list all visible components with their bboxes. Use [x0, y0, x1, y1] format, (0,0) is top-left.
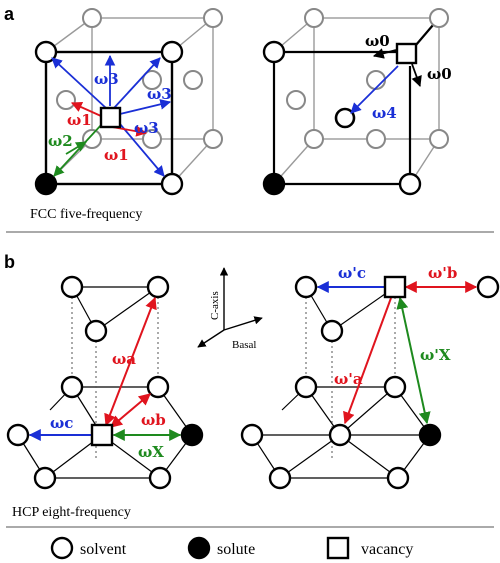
label-w3-lower: ω3 — [134, 119, 159, 137]
label-wb-prime: ω'b — [428, 264, 457, 282]
label-w1-lower: ω1 — [104, 146, 129, 164]
panel-a-letter: a — [4, 4, 15, 24]
panel-a-caption: FCC five-frequency — [30, 207, 142, 222]
label-w0-top: ω0 — [365, 32, 390, 50]
axes-glyph — [197, 267, 263, 348]
label-wc-prime: ω'c — [338, 264, 366, 282]
fcc-jumps-right — [350, 48, 422, 114]
label-wx: ωX — [138, 443, 164, 461]
panel-a: a — [4, 4, 494, 233]
vacancy-left — [99, 106, 122, 129]
vacancy-hcp-left — [90, 423, 114, 447]
label-wx-prime: ω'X — [420, 346, 451, 364]
fcc-jumps-left — [51, 54, 172, 177]
legend-solute-label: solute — [217, 541, 255, 558]
panel-b-caption: HCP eight-frequency — [12, 505, 131, 520]
label-w3-right: ω3 — [147, 85, 172, 103]
hcp-jumps-left — [28, 296, 182, 441]
hcp-left — [6, 275, 204, 490]
label-w4: ω4 — [372, 104, 397, 122]
label-wa-prime: ω'a — [334, 370, 363, 388]
label-w3-top: ω3 — [94, 70, 119, 88]
axis-c-label: C-axis — [209, 291, 221, 320]
hcp-right — [240, 275, 500, 490]
legend-vacancy-label: vacancy — [361, 541, 413, 558]
panel-b-letter: b — [4, 252, 15, 272]
solute-atom — [34, 172, 58, 196]
label-wa: ωa — [112, 350, 136, 368]
label-wc: ωc — [50, 414, 73, 432]
legend-solvent-label: solvent — [80, 541, 127, 558]
label-w0-right: ω0 — [427, 65, 452, 83]
hcp-jumps-right — [316, 281, 478, 425]
legend-solute: solute — [187, 536, 255, 560]
legend-vacancy: vacancy — [326, 536, 413, 560]
label-w1-upper: ω1 — [67, 111, 92, 129]
legend: solvent solute vacancy — [50, 536, 413, 560]
fcc-cube-right — [262, 8, 449, 196]
vacancy-hcp-right — [383, 275, 407, 299]
panel-b: b — [4, 252, 500, 528]
label-wb: ωb — [141, 411, 166, 429]
label-w2: ω2 — [48, 132, 73, 150]
axis-basal-label: Basal — [232, 339, 256, 351]
legend-solvent: solvent — [50, 536, 127, 560]
vacancy-right — [395, 42, 418, 65]
fcc-cube-left — [34, 8, 223, 196]
